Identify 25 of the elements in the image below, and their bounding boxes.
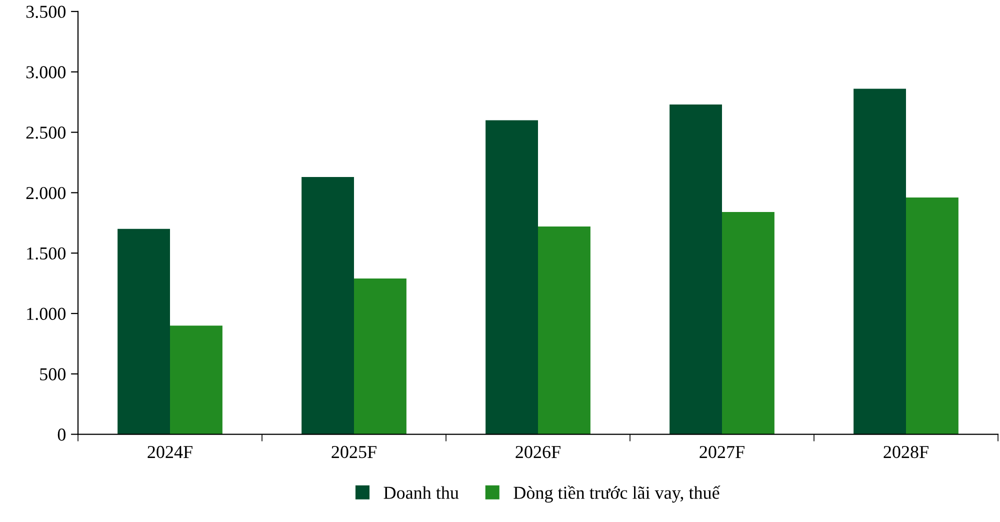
y-tick-label: 1.500 [27, 247, 66, 260]
legend-label: Dòng tiền trước lãi vay, thuế [514, 486, 720, 503]
y-tick-label: 2.000 [26, 186, 66, 200]
x-tick-label: 2024F [148, 446, 192, 458]
y-tick-label: 3.500 [26, 6, 66, 18]
bar [170, 326, 222, 434]
y-tick-label: 1.000 [27, 308, 66, 320]
y-tick-label: 0 [58, 428, 66, 441]
bar [354, 278, 406, 434]
bar [670, 104, 722, 434]
bar [854, 88, 906, 434]
bar [118, 228, 170, 434]
x-tick-label: 2025F [332, 446, 376, 458]
y-tick-label: 500 [40, 368, 66, 380]
bar [722, 212, 774, 434]
y-tick-label: 2.500 [26, 126, 66, 139]
x-tick-label: 2026F [516, 446, 560, 458]
x-tick-label: 2027F [700, 446, 744, 458]
bar [538, 226, 590, 434]
bar [302, 176, 354, 434]
y-tick-label: 3.000 [26, 66, 66, 78]
legend-label: Doanh thu [384, 486, 459, 499]
bar [486, 120, 538, 434]
bar [906, 198, 958, 434]
x-tick-label: 2028F [884, 446, 928, 458]
